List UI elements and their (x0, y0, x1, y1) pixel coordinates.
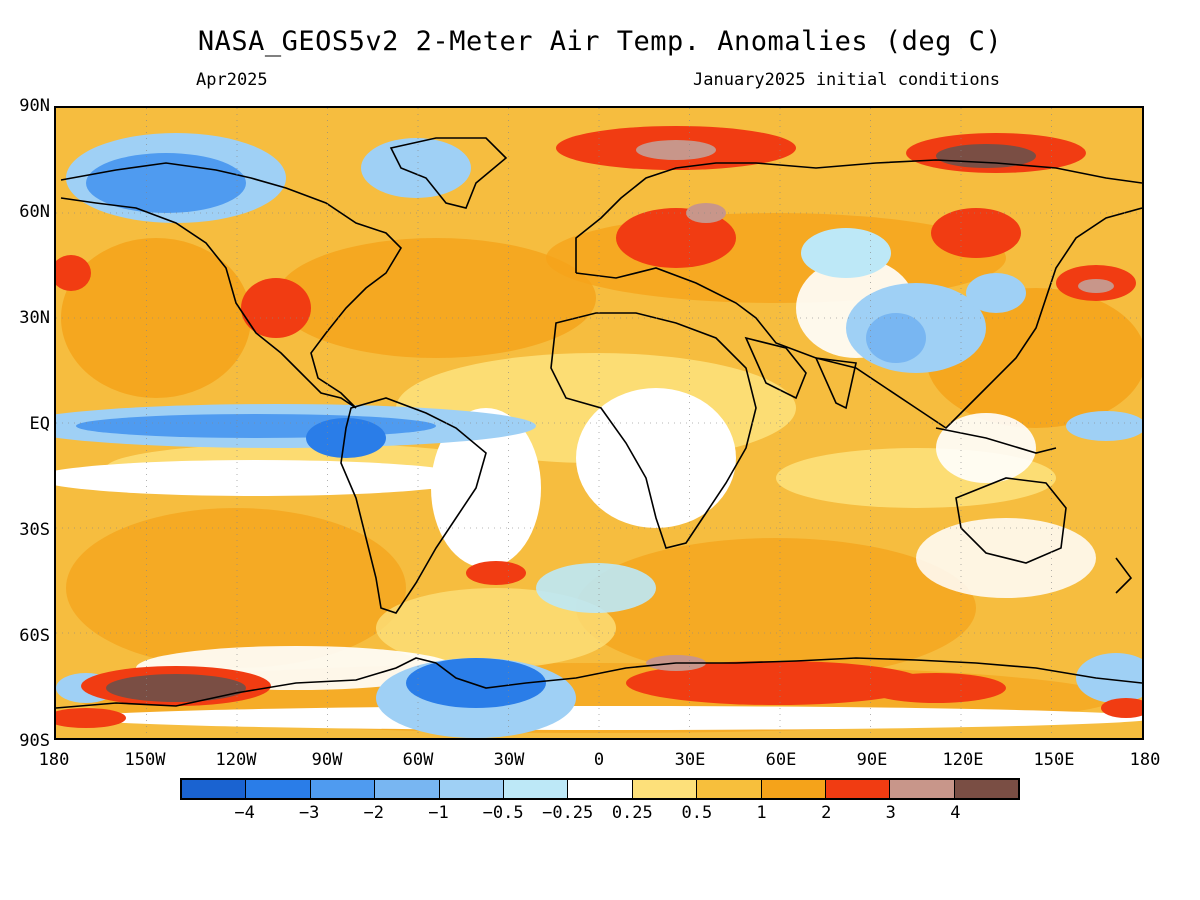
lon-label-60e: 60E (765, 750, 797, 770)
lon-label-180e: 180 (1129, 750, 1161, 770)
colorbar-swatch (246, 780, 311, 798)
colorbar-label: 0.5 (681, 803, 713, 823)
anomaly-map-canvas (56, 108, 1142, 738)
lat-label-eq: EQ (29, 414, 50, 434)
graticule (56, 108, 1142, 738)
lon-label-90w: 90W (311, 750, 343, 770)
lat-label-90n: 90N (19, 96, 50, 116)
colorbar-swatch (503, 780, 569, 798)
colorbar-label: −0.5 (482, 803, 524, 823)
colorbar-swatch (310, 780, 376, 798)
map-title: NASA_GEOS5v2 2-Meter Air Temp. Anomalies… (197, 26, 1003, 57)
colorbar-label: −1 (428, 803, 449, 823)
lon-label-120e: 120E (942, 750, 984, 770)
lon-label-150w: 150W (124, 750, 166, 770)
lon-label-180w: 180 (38, 750, 70, 770)
lon-label-30e: 30E (674, 750, 706, 770)
lon-label-30w: 30W (493, 750, 525, 770)
colorbar-swatch (182, 780, 247, 798)
lon-label-0: 0 (593, 750, 605, 770)
colorbar-label: −0.25 (542, 803, 594, 823)
lat-label-30n: 30N (19, 308, 50, 328)
colorbar-swatch (375, 780, 440, 798)
colorbar-label: −4 (234, 803, 255, 823)
lon-label-120w: 120W (215, 750, 257, 770)
coastlines (56, 137, 1142, 709)
lon-label-150e: 150E (1033, 750, 1075, 770)
lon-label-60w: 60W (402, 750, 434, 770)
lat-label-30s: 30S (19, 520, 50, 540)
colorbar-label: 2 (821, 803, 832, 823)
colorbar-label: 1 (756, 803, 767, 823)
lon-label-90e: 90E (856, 750, 888, 770)
colorbar-swatch (761, 780, 826, 798)
colorbar (180, 778, 1020, 800)
colorbar-label: −3 (298, 803, 320, 823)
lat-label-90s: 90S (19, 731, 50, 751)
lat-label-60s: 60S (19, 626, 50, 646)
colorbar-swatch (954, 780, 1019, 798)
colorbar-swatch (632, 780, 698, 798)
colorbar-label: 0.25 (611, 803, 653, 823)
lat-label-60n: 60N (19, 202, 50, 222)
colorbar-label: 3 (885, 803, 896, 823)
forecast-month-label: Apr2025 (196, 70, 268, 90)
initial-conditions-label: January2025 initial conditions (693, 70, 1001, 90)
colorbar-swatch (825, 780, 891, 798)
colorbar-swatch (890, 780, 955, 798)
anomaly-map (54, 106, 1144, 740)
colorbar-swatch (697, 780, 762, 798)
colorbar-swatch (568, 780, 633, 798)
colorbar-swatch (439, 780, 504, 798)
colorbar-label: −2 (363, 803, 385, 823)
colorbar-label: 4 (950, 803, 961, 823)
